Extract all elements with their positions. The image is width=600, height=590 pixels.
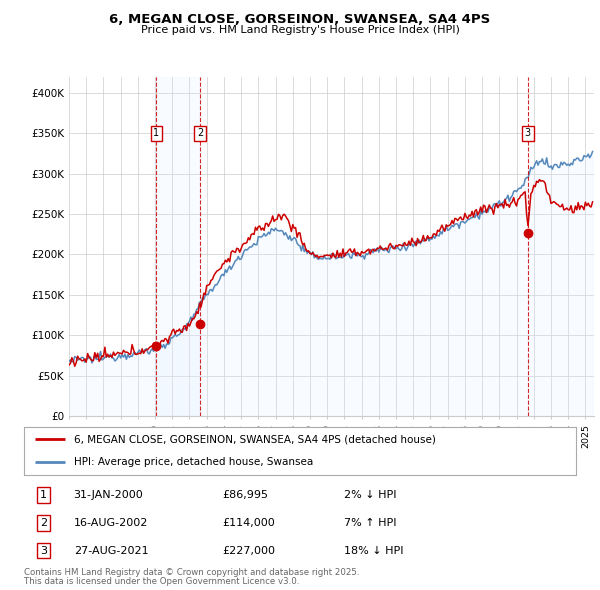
Text: 27-AUG-2021: 27-AUG-2021 [74,546,148,556]
Text: 6, MEGAN CLOSE, GORSEINON, SWANSEA, SA4 4PS: 6, MEGAN CLOSE, GORSEINON, SWANSEA, SA4 … [109,13,491,26]
Text: 2: 2 [40,518,47,527]
Text: Price paid vs. HM Land Registry's House Price Index (HPI): Price paid vs. HM Land Registry's House … [140,25,460,35]
Text: 7% ↑ HPI: 7% ↑ HPI [344,518,397,527]
Text: This data is licensed under the Open Government Licence v3.0.: This data is licensed under the Open Gov… [24,577,299,586]
Text: Contains HM Land Registry data © Crown copyright and database right 2025.: Contains HM Land Registry data © Crown c… [24,568,359,576]
Bar [157,77,200,416]
Text: 3: 3 [40,546,47,556]
Text: 16-AUG-2002: 16-AUG-2002 [74,518,148,527]
Text: 3: 3 [524,128,531,138]
Text: 6, MEGAN CLOSE, GORSEINON, SWANSEA, SA4 4PS (detached house): 6, MEGAN CLOSE, GORSEINON, SWANSEA, SA4 … [74,434,436,444]
Text: 1: 1 [154,128,160,138]
Text: 31-JAN-2000: 31-JAN-2000 [74,490,143,500]
Text: £227,000: £227,000 [223,546,276,556]
Text: £114,000: £114,000 [223,518,275,527]
Text: 2: 2 [197,128,203,138]
Text: 1: 1 [40,490,47,500]
Text: 2% ↓ HPI: 2% ↓ HPI [344,490,397,500]
Text: HPI: Average price, detached house, Swansea: HPI: Average price, detached house, Swan… [74,457,313,467]
Text: 18% ↓ HPI: 18% ↓ HPI [344,546,404,556]
Text: £86,995: £86,995 [223,490,269,500]
